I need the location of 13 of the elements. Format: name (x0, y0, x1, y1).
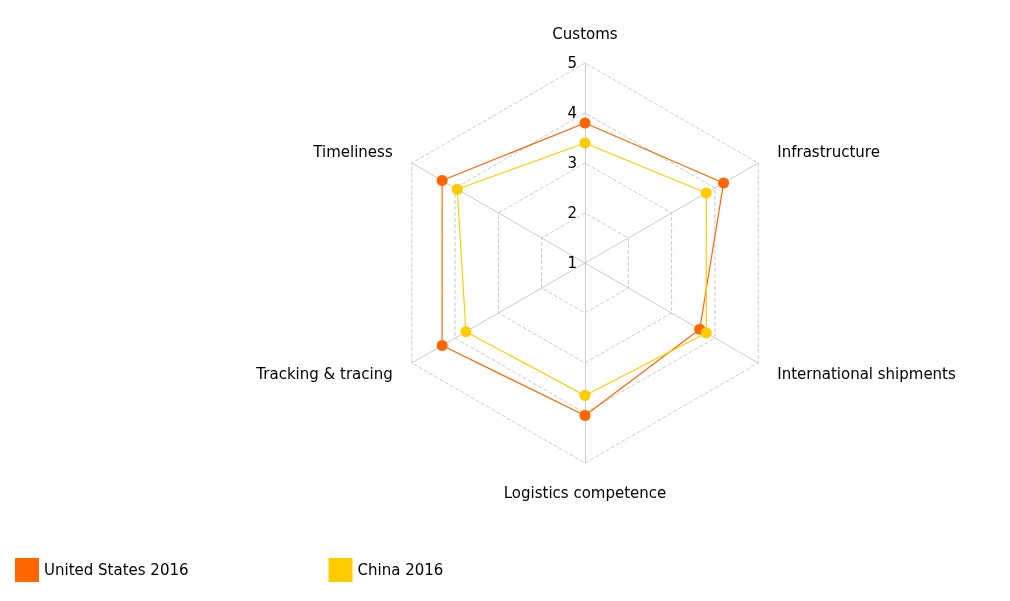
y-tick-label: 2 (567, 204, 577, 222)
y-tick-label: 1 (567, 254, 577, 272)
y-tick-label: 5 (567, 54, 577, 72)
legend-label: China 2016 (357, 561, 444, 579)
spoke-label: Tracking & tracing (255, 365, 393, 383)
legend-label: United States 2016 (44, 561, 189, 579)
spoke-label: Infrastructure (777, 143, 880, 161)
spoke-label: International shipments (777, 365, 956, 383)
spoke-label: Logistics competence (503, 483, 667, 502)
y-tick-label: 3 (567, 154, 577, 172)
y-tick-label: 4 (567, 104, 577, 122)
spoke-label: Customs (552, 24, 618, 43)
spoke-label: Timeliness (312, 143, 393, 161)
